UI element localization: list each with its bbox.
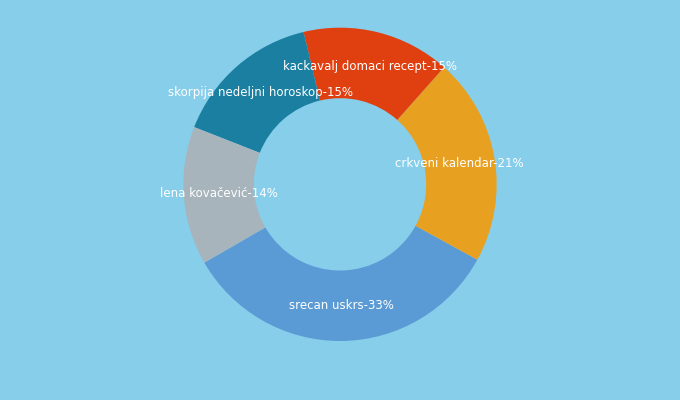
Text: kackavalj domaci recept-15%: kackavalj domaci recept-15%	[283, 60, 456, 73]
Text: crkveni kalendar-21%: crkveni kalendar-21%	[395, 157, 524, 170]
Wedge shape	[204, 226, 477, 341]
Wedge shape	[194, 32, 320, 153]
Text: srecan uskrs-33%: srecan uskrs-33%	[289, 299, 394, 312]
Wedge shape	[184, 127, 265, 263]
Text: skorpija nedeljni horoskop-15%: skorpija nedeljni horoskop-15%	[168, 86, 353, 99]
Wedge shape	[397, 67, 496, 260]
Text: lena kovačević-14%: lena kovačević-14%	[160, 187, 278, 200]
Wedge shape	[303, 28, 444, 120]
